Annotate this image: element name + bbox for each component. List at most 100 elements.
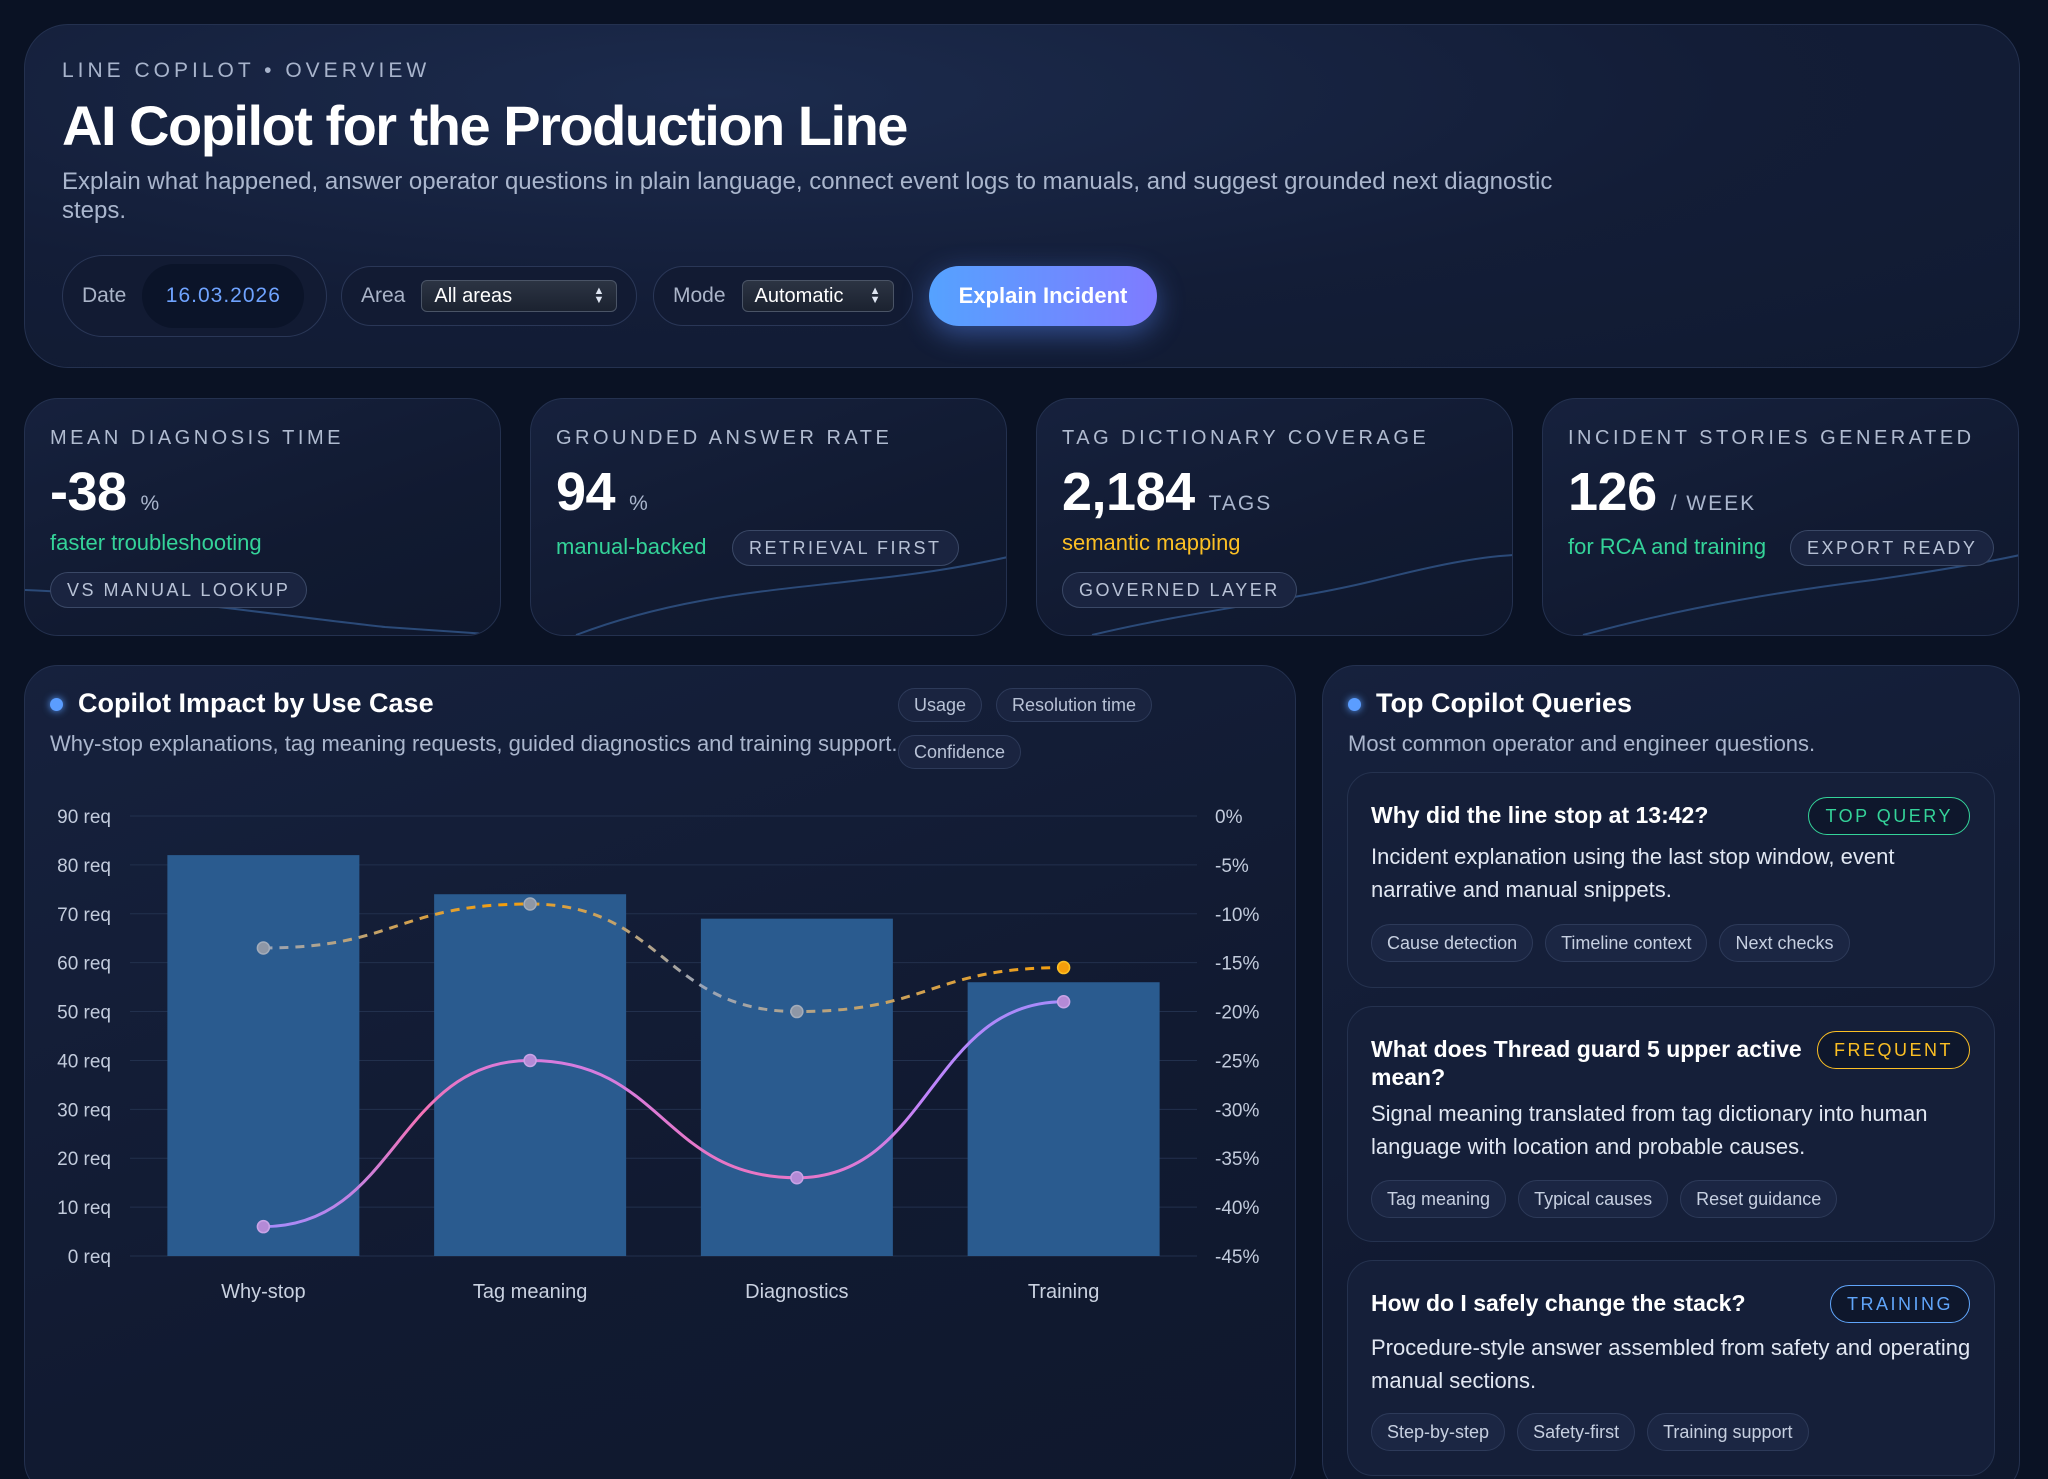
confidence-line (263, 902, 1064, 1014)
query-chip[interactable]: Tag meaning (1371, 1180, 1507, 1218)
queries-title: Top Copilot Queries (1376, 688, 1632, 718)
query-title: How do I safely change the stack? (1371, 1290, 1746, 1316)
hero-panel: LINE COPILOT • OVERVIEW AI Copilot for t… (24, 24, 2020, 368)
kpi-note: for RCA and training (1568, 534, 1767, 559)
area-select[interactable]: All areas ▲ ▼ (421, 280, 618, 312)
x-tick-label: Diagnostics (745, 1281, 848, 1303)
query-card[interactable]: Why did the line stop at 13:42? TOP QUER… (1347, 772, 1995, 988)
query-description: Signal meaning translated from tag dicti… (1371, 1101, 1928, 1159)
kpi-tag: GOVERNED LAYER (1062, 572, 1297, 608)
x-tick-label: Why-stop (221, 1281, 305, 1303)
date-input[interactable]: 16.03.2026 (142, 264, 305, 328)
kpi-tag: VS MANUAL LOOKUP (50, 572, 308, 608)
kpi-card-diagnosis-time: MEAN DIAGNOSIS TIME -38 % faster trouble… (24, 398, 501, 636)
query-chip[interactable]: Cause detection (1371, 924, 1534, 962)
confidence-point (523, 897, 537, 911)
kpi-value-row: 94 % (556, 461, 650, 523)
mode-filter: Mode Automatic ▲ ▼ (653, 266, 913, 326)
sparkline (575, 556, 1006, 635)
kpi-value-row: -38 % (50, 461, 161, 523)
y-left-tick-label: 0 req (68, 1247, 111, 1268)
kpi-card-grounded-answer-rate: GROUNDED ANSWER RATE 94 % manual-backed … (530, 398, 1007, 636)
hero-eyebrow: LINE COPILOT • OVERVIEW (62, 59, 431, 82)
query-description: Procedure-style answer assembled from sa… (1371, 1335, 1971, 1393)
bar (967, 982, 1160, 1256)
query-chip[interactable]: Step-by-step (1371, 1413, 1506, 1451)
impact-chart: 0 req 10 req 20 req 30 req 40 req 50 req 60 re… (57, 807, 1259, 1303)
kpi-label: INCIDENT STORIES GENERATED (1568, 427, 1975, 449)
hero-subtitle: Explain what happened, answer operator q… (62, 168, 1553, 224)
kpi-tag: RETRIEVAL FIRST (732, 530, 959, 566)
impact-title: Copilot Impact by Use Case (78, 688, 434, 718)
impact-chart-panel: Copilot Impact by Use Case Why-stop expl… (24, 665, 1296, 1479)
area-select-value: All areas (434, 284, 513, 307)
query-chip[interactable]: Next checks (1719, 924, 1850, 962)
kpi-note: manual-backed (556, 534, 707, 559)
query-title: Why did the line stop at 13:42? (1371, 802, 1709, 828)
y-right-tick-label: 0% (1215, 807, 1243, 828)
y-left-tick-label: 80 req (57, 856, 111, 877)
kpi-value: 126 (1568, 462, 1657, 522)
query-chip[interactable]: Safety-first (1517, 1413, 1636, 1451)
confidence-point (790, 1004, 804, 1019)
area-filter: Area All areas ▲ ▼ (341, 266, 637, 326)
query-chips: Tag meaning Typical causes Reset guidanc… (1371, 1180, 1838, 1218)
explain-incident-button[interactable]: Explain Incident (929, 266, 1157, 326)
select-arrows-icon: ▲ ▼ (869, 285, 881, 306)
y-left-tick-label: 40 req (57, 1051, 111, 1072)
kpi-value: -38 (50, 462, 127, 522)
y-left-tick-label: 50 req (57, 1003, 111, 1024)
query-chip[interactable]: Training support (1647, 1413, 1809, 1451)
confidence-point (1056, 960, 1071, 975)
page-title: AI Copilot for the Production Line (62, 94, 908, 157)
y-right-tick-label: -25% (1215, 1051, 1259, 1072)
queries-subtitle: Most common operator and engineer questi… (1348, 731, 1816, 756)
y-left-tick-label: 90 req (57, 807, 111, 828)
query-description: Incident explanation using the last stop… (1371, 844, 1895, 902)
kpi-label: GROUNDED ANSWER RATE (556, 427, 893, 449)
query-chip[interactable]: Reset guidance (1680, 1180, 1838, 1218)
resolution-time-point (790, 1171, 804, 1185)
query-chip[interactable]: Timeline context (1545, 924, 1708, 962)
query-card[interactable]: What does Thread guard 5 upper active me… (1347, 1006, 1995, 1242)
date-label: Date (82, 284, 127, 307)
y-right-tick-label: -15% (1215, 954, 1259, 975)
resolution-time-line (263, 1000, 1064, 1229)
resolution-time-point (1056, 995, 1071, 1009)
query-chips: Step-by-step Safety-first Training suppo… (1371, 1413, 1809, 1451)
legend-resolution-time[interactable]: Resolution time (996, 688, 1153, 722)
y-left-tick-label: 20 req (57, 1149, 111, 1170)
kpi-value: 2,184 (1062, 462, 1195, 522)
y-left-tick-label: 60 req (57, 954, 111, 975)
kpi-value: 94 (556, 462, 616, 522)
kpi-unit: % (140, 492, 162, 515)
legend-confidence[interactable]: Confidence (898, 735, 1022, 769)
confidence-point (256, 941, 271, 955)
kpi-label: TAG DICTIONARY COVERAGE (1062, 427, 1430, 449)
query-chip[interactable]: Typical causes (1518, 1180, 1669, 1218)
kpi-card-incident-stories: INCIDENT STORIES GENERATED 126 / WEEK fo… (1542, 398, 2019, 636)
query-title: What does Thread guard 5 upper active me… (1371, 1036, 1802, 1090)
top-queries-panel: Top Copilot Queries Most common operator… (1322, 665, 2020, 1479)
y-right-tick-label: -45% (1215, 1247, 1259, 1268)
kpi-note: semantic mapping (1062, 530, 1241, 555)
kpi-unit: % (629, 492, 650, 515)
query-card[interactable]: How do I safely change the stack? TRAINI… (1347, 1260, 1995, 1476)
date-filter: Date 16.03.2026 (62, 255, 327, 337)
impact-subtitle: Why-stop explanations, tag meaning reque… (50, 731, 898, 756)
bar (434, 894, 627, 1256)
area-label: Area (361, 284, 406, 307)
kpi-value-row: 2,184 TAGS (1062, 461, 1272, 523)
section-dot-icon (1348, 698, 1361, 711)
x-tick-label: Tag meaning (473, 1281, 588, 1303)
mode-select[interactable]: Automatic ▲ ▼ (741, 280, 894, 312)
y-right-tick-label: -30% (1215, 1100, 1259, 1121)
kpi-unit: / WEEK (1670, 492, 1757, 515)
section-dot-icon (50, 698, 63, 711)
query-badge: TRAINING (1829, 1285, 1970, 1323)
query-badge: TOP QUERY (1808, 797, 1970, 835)
x-tick-label: Training (1028, 1281, 1100, 1303)
y-right-tick-label: -35% (1215, 1149, 1259, 1170)
legend-usage[interactable]: Usage (898, 688, 983, 722)
resolution-time-point (523, 1053, 537, 1068)
